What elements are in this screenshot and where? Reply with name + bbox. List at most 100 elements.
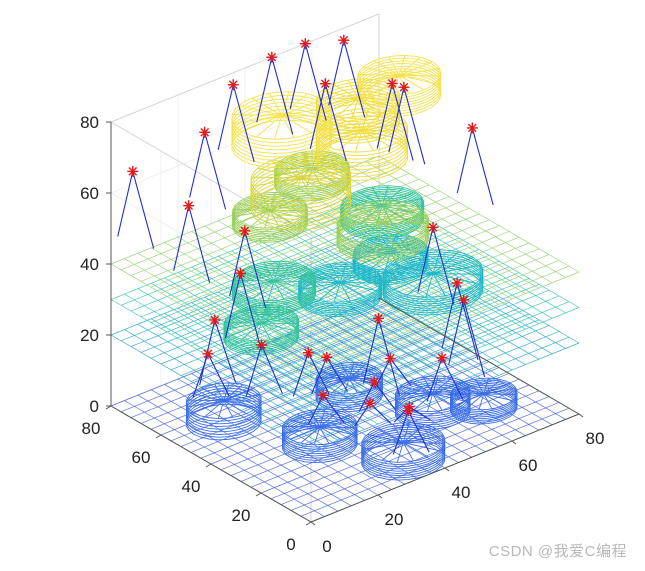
cylinder-ring [316,103,400,144]
cylinder-spoke [396,393,433,401]
cylinder-ring [223,318,300,356]
cylinder-spoke [269,92,283,116]
marker [388,81,426,165]
cylinder-spoke [336,98,359,118]
cylinder-spoke [348,362,355,379]
cylinder-ring [232,193,308,231]
marker [354,397,392,426]
marker [328,34,366,118]
cylinder-spoke [281,106,331,116]
marker-stem [392,410,409,455]
marker-star [452,278,462,288]
cylinder-spoke [347,79,359,99]
cylinder-spoke [260,177,301,195]
cylinder-spoke [319,414,351,428]
x-tick-label: 20 [385,510,404,529]
cylinder-spoke [483,393,517,395]
cylinder-spoke [319,409,326,428]
cylinder-spoke [483,379,502,395]
marker-stem [245,344,263,396]
cylinder-spoke [251,176,301,179]
cylinder-spoke [349,367,377,379]
cylinder-spoke [281,115,295,138]
marker-star [459,295,469,305]
x-tick-label: 0 [322,537,331,556]
cylinder-spoke [367,238,391,253]
marker-star [300,39,310,49]
cylinder-ring [336,216,429,261]
cylinder-spoke [233,280,275,289]
marker-star [200,127,210,137]
cylinder-ring [232,266,316,307]
cylinder-spoke [398,74,425,91]
cylinder-ring [231,105,333,154]
marker [309,78,347,161]
cylinder-ring [352,244,429,282]
cylinder-spoke [186,399,224,402]
cylinder-spoke [398,61,433,76]
marker-stem [322,394,345,423]
marker [456,122,494,206]
marker-star [374,314,383,323]
marker-stem [441,282,458,349]
cylinder-spoke [475,378,485,395]
cylinder-ring [185,387,262,425]
cylinder-spoke [483,393,493,410]
marker-stem [224,273,242,339]
marker-stem [324,83,347,161]
cylinder-ring [232,197,308,234]
cylinder-ring [281,413,358,450]
cylinder-spoke [382,205,419,215]
cylinder-ring [315,111,409,157]
cylinder-spoke [413,393,434,411]
cylinder-spoke [319,426,357,429]
cylinder-spoke [270,160,302,179]
cylinder-spoke [432,381,464,395]
cylinder-ring [223,308,300,345]
cylinder [357,55,441,117]
cylinder-spoke [287,419,320,428]
cylinder-ring [357,60,441,101]
marker-star [267,52,277,62]
cylinder-ring [298,274,383,316]
marker-stem [328,40,345,106]
marker-star [428,223,438,232]
cylinder-spoke [193,400,224,414]
layer-grid-line [150,320,420,430]
cylinder-spoke [381,442,404,461]
cylinders [185,55,518,481]
cylinder-spoke [223,384,244,402]
cylinder-ring [274,152,350,189]
cylinder-spoke [432,256,474,274]
cylinder-ring [450,382,518,416]
cylinder-spoke [432,273,446,296]
y-tick-label: 80 [82,419,101,438]
cylinder-spoke [282,425,320,428]
cylinder-ring [316,90,400,132]
cylinder-spoke [432,251,459,274]
layer-grid-line [220,361,490,471]
cylinder-spoke [402,442,414,462]
cylinder-spoke [338,222,383,231]
cylinder-spoke [432,273,483,275]
cylinder-spoke [339,282,351,302]
marker-stem [117,171,134,237]
layer-grid-line [310,271,580,381]
cylinder-spoke [248,266,275,282]
marker-stem [192,353,209,398]
cylinder-ring [361,428,446,470]
cylinder-spoke [382,222,423,233]
cylinder-ring [185,395,262,433]
cylinder-spoke [281,91,290,116]
cylinder-spoke [281,168,313,182]
cylinder-ring [185,401,262,438]
cylinder-spoke [377,74,400,94]
cylinder-spoke [382,207,420,224]
marker-star [403,406,413,416]
cylinder-spoke [371,202,384,223]
marker [362,312,400,396]
cylinder-spoke [410,380,433,395]
cylinder-spoke [382,222,395,244]
cylinder-ring [340,199,425,240]
marker-stem [173,205,190,271]
